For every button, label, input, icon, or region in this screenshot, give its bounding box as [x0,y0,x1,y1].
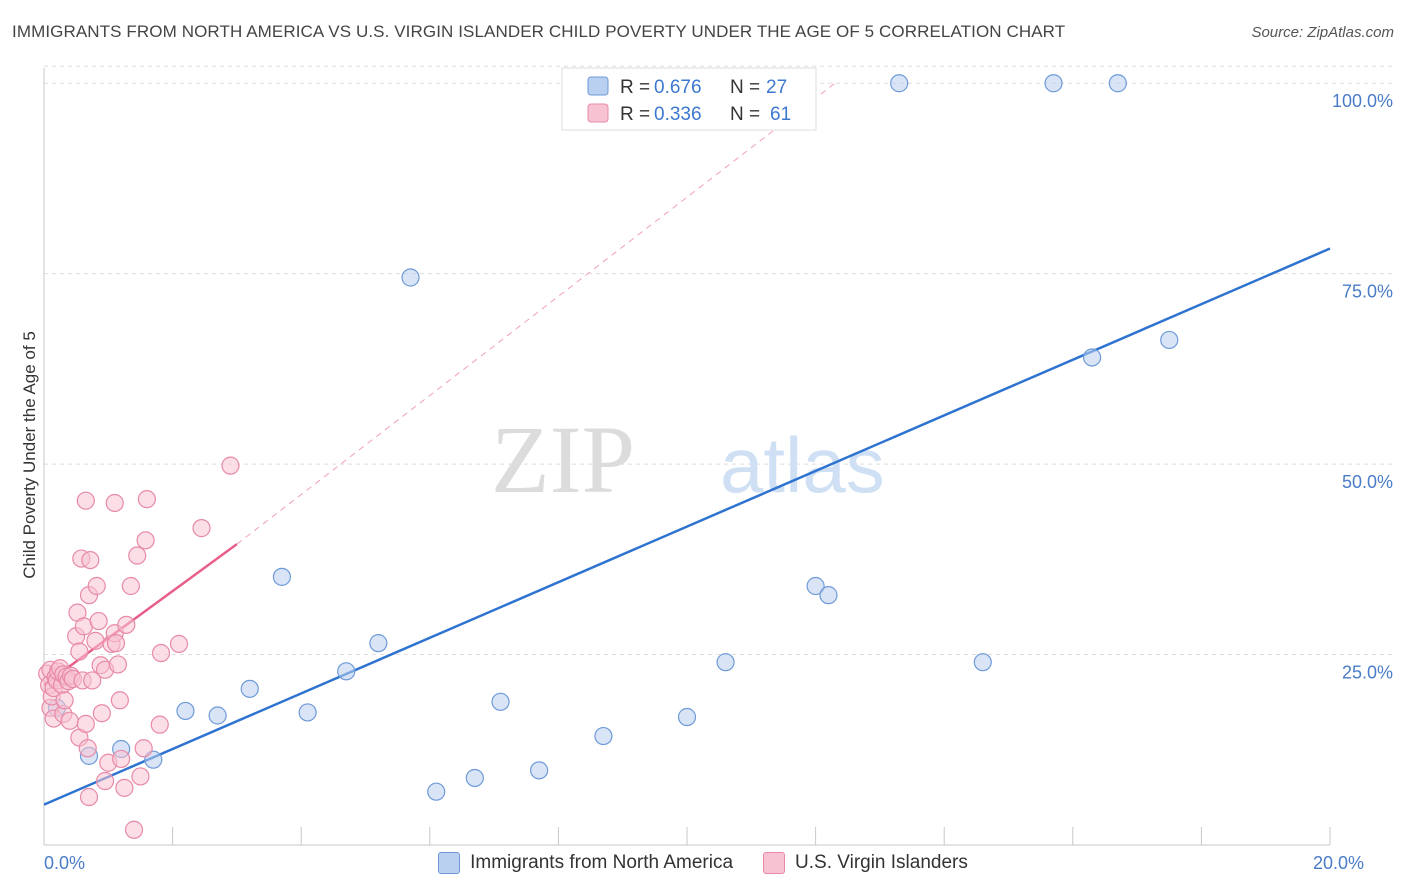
point-virgin-islanders [86,631,105,650]
legend-r-value-2: 0.336 [654,104,702,125]
point-virgin-islanders [106,634,126,653]
point-north-america [491,692,510,711]
point-north-america [369,634,388,653]
watermark: ZIP atlas [491,406,885,513]
y-tick-label: 25.0% [1342,663,1393,683]
legend-swatch-pink [587,103,609,123]
watermark-zip: ZIP [491,406,635,513]
point-north-america [819,586,838,605]
point-north-america [594,726,613,746]
point-virgin-islanders [81,550,100,570]
legend-swatch-blue [587,76,609,96]
watermark-atlas: atlas [720,421,885,509]
point-north-america [1108,74,1127,93]
point-virgin-islanders [150,715,169,734]
axes: 25.0% 50.0% 75.0% 100.0% 0.0% 20.0% [43,68,1393,873]
legend-r-label-2: R = [620,104,650,125]
chart-title: IMMIGRANTS FROM NORTH AMERICA VS U.S. VI… [12,22,1066,41]
point-north-america [401,268,420,287]
y-tick-label: 75.0% [1342,282,1393,302]
y-tick-label: 100.0% [1332,91,1393,111]
data-points [38,74,1179,839]
point-north-america [716,653,735,672]
point-north-america [240,679,259,698]
point-north-america [298,703,317,722]
point-virgin-islanders [76,491,95,510]
legend-n-value-2: 61 [770,104,791,125]
legend-item-virgin-islanders: U.S. Virgin Islanders [763,852,968,874]
point-north-america [806,576,825,596]
legend-item-north-america: Immigrants from North America [438,852,733,874]
point-virgin-islanders [70,642,89,661]
point-virgin-islanders [110,691,129,710]
trendlines [43,82,1331,806]
trendline-virgin-islanders-extension [236,82,836,545]
point-virgin-islanders [124,820,144,839]
point-virgin-islanders [95,771,115,791]
point-virgin-islanders [83,671,102,690]
point-virgin-islanders [221,456,240,475]
point-north-america [272,567,292,586]
point-virgin-islanders [151,643,171,663]
point-north-america [530,761,549,780]
point-virgin-islanders [92,704,111,723]
legend-r-label-1: R = [620,77,650,98]
point-north-america [176,701,195,721]
legend-swatch [438,852,461,874]
point-virgin-islanders [108,655,128,674]
point-virgin-islanders [169,634,189,653]
point-north-america [1082,348,1102,367]
point-north-america [465,768,484,788]
legend-label: Immigrants from North America [470,852,734,873]
y-tick-label: 50.0% [1342,472,1393,492]
point-virgin-islanders [76,714,95,733]
point-virgin-islanders [105,493,124,513]
point-virgin-islanders [115,778,134,797]
point-virgin-islanders [128,546,147,565]
point-virgin-islanders [79,787,99,807]
point-virgin-islanders [78,739,97,758]
point-north-america [337,662,356,681]
point-north-america [890,74,909,93]
chart-source: Source: ZipAtlas.com [1251,24,1394,41]
point-virgin-islanders [136,531,155,550]
point-virgin-islanders [192,519,211,538]
legend-label: U.S. Virgin Islanders [795,852,968,873]
legend-n-label-2: N = [730,104,760,125]
point-north-america [1160,330,1179,350]
point-virgin-islanders [137,490,156,509]
point-virgin-islanders [134,739,153,758]
point-north-america [973,653,992,672]
point-virgin-islanders [121,576,140,596]
x-tick-label: 20.0% [1313,853,1364,873]
legend-swatch [763,852,786,874]
point-virgin-islanders [117,615,136,634]
point-virgin-islanders [131,767,150,786]
trendline-virgin-islanders [43,543,238,687]
point-north-america [208,706,227,725]
series-legend: Immigrants from North America U.S. Virgi… [0,852,1406,874]
stats-legend: R = 0.676 N = 27 R = 0.336 N = 61 [561,67,817,131]
point-virgin-islanders [55,691,74,710]
point-virgin-islanders [87,576,106,596]
legend-n-label-1: N = [730,77,760,98]
point-virgin-islanders [112,749,131,769]
legend-n-value-1: 27 [766,77,787,98]
point-north-america [1044,74,1063,93]
grid-lines [44,65,1394,656]
trendline-north-america [43,247,1331,806]
legend-r-value-1: 0.676 [654,77,702,98]
point-virgin-islanders [89,611,108,631]
point-north-america [427,782,446,801]
x-tick-label: 0.0% [44,853,85,873]
point-virgin-islanders [60,711,79,730]
point-north-america [677,707,697,727]
